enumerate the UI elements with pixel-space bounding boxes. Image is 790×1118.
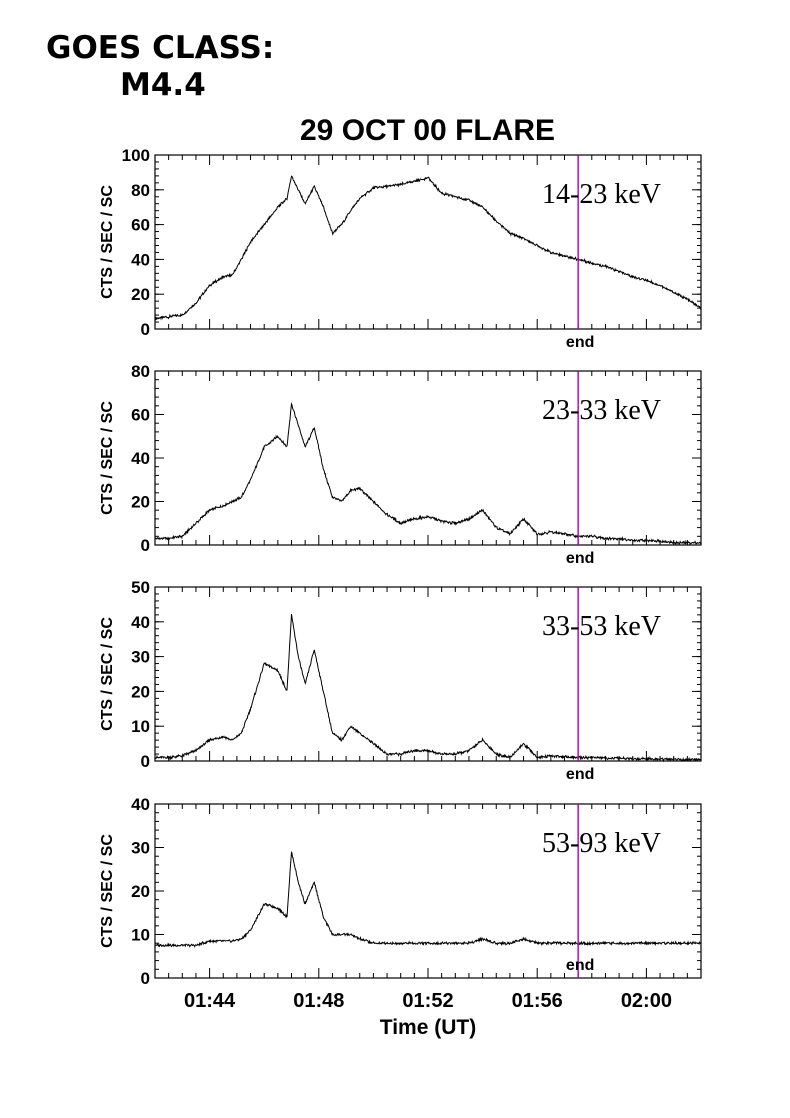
y-axis-label: CTS / SEC / SC (99, 185, 116, 299)
x-tick-label: 01:48 (293, 990, 344, 1012)
y-tick-label: 20 (131, 882, 150, 901)
y-tick-label: 0 (141, 536, 150, 555)
energy-band-label: 23-33 keV (542, 395, 661, 426)
y-axis-label: CTS / SEC / SC (99, 617, 116, 731)
x-axis-title: Time (UT) (380, 1016, 476, 1039)
y-tick-label: 80 (131, 181, 150, 200)
energy-band-label: 14-23 keV (542, 179, 661, 210)
end-marker-label: end (566, 766, 594, 783)
chart-title: 29 OCT 00 FLARE (300, 114, 556, 147)
light-curve (154, 851, 702, 948)
energy-band-label: 33-53 keV (542, 611, 661, 642)
y-tick-label: 20 (131, 493, 150, 512)
energy-band-label: 53-93 keV (542, 828, 661, 859)
end-marker-label: end (566, 334, 594, 351)
goes-class-value: M4.4 (120, 67, 206, 103)
y-tick-label: 50 (131, 578, 150, 597)
light-curve (154, 613, 702, 763)
x-tick-label: 02:00 (621, 990, 672, 1012)
y-tick-label: 40 (131, 250, 150, 269)
y-tick-label: 0 (141, 969, 150, 988)
y-tick-label: 20 (131, 285, 150, 304)
x-tick-label: 01:44 (184, 990, 236, 1012)
y-tick-label: 40 (131, 795, 150, 814)
y-tick-label: 20 (131, 682, 150, 701)
end-marker-label: end (566, 957, 594, 974)
x-tick-label: 01:52 (402, 990, 453, 1012)
panel-2: 0 20 40 60 80 CTS / SEC / SC end 23-33 keV (99, 362, 702, 567)
panel-4: 0 10 20 30 40 CTS / SEC / SC end 53-93 keV (99, 795, 702, 988)
y-tick-label: 40 (131, 613, 150, 632)
y-tick-label: 100 (122, 146, 150, 165)
x-tick-label: 01:56 (512, 990, 563, 1012)
y-tick-label: 60 (131, 216, 150, 235)
y-tick-label: 30 (131, 839, 150, 858)
y-tick-label: 10 (131, 926, 150, 945)
y-tick-label: 60 (131, 406, 150, 425)
y-tick-label: 30 (131, 648, 150, 667)
y-tick-label: 0 (141, 752, 150, 771)
panel-3: 0 10 20 30 40 50 CTS / SEC / SC end 33-53 keV (99, 578, 702, 783)
y-axis-label: CTS / SEC / SC (99, 834, 116, 948)
goes-class-label: GOES CLASS: (46, 30, 275, 66)
light-curve (154, 175, 702, 321)
y-tick-label: 80 (131, 362, 150, 381)
light-curve (154, 402, 702, 546)
y-axis-label: CTS / SEC / SC (99, 401, 116, 515)
panel-1: 0 20 40 60 80 100 CTS / SEC / SC end 14-23 keV (99, 146, 702, 351)
y-tick-label: 0 (141, 320, 150, 339)
y-tick-label: 40 (131, 449, 150, 468)
end-marker-label: end (566, 550, 594, 567)
y-tick-label: 10 (131, 717, 150, 736)
